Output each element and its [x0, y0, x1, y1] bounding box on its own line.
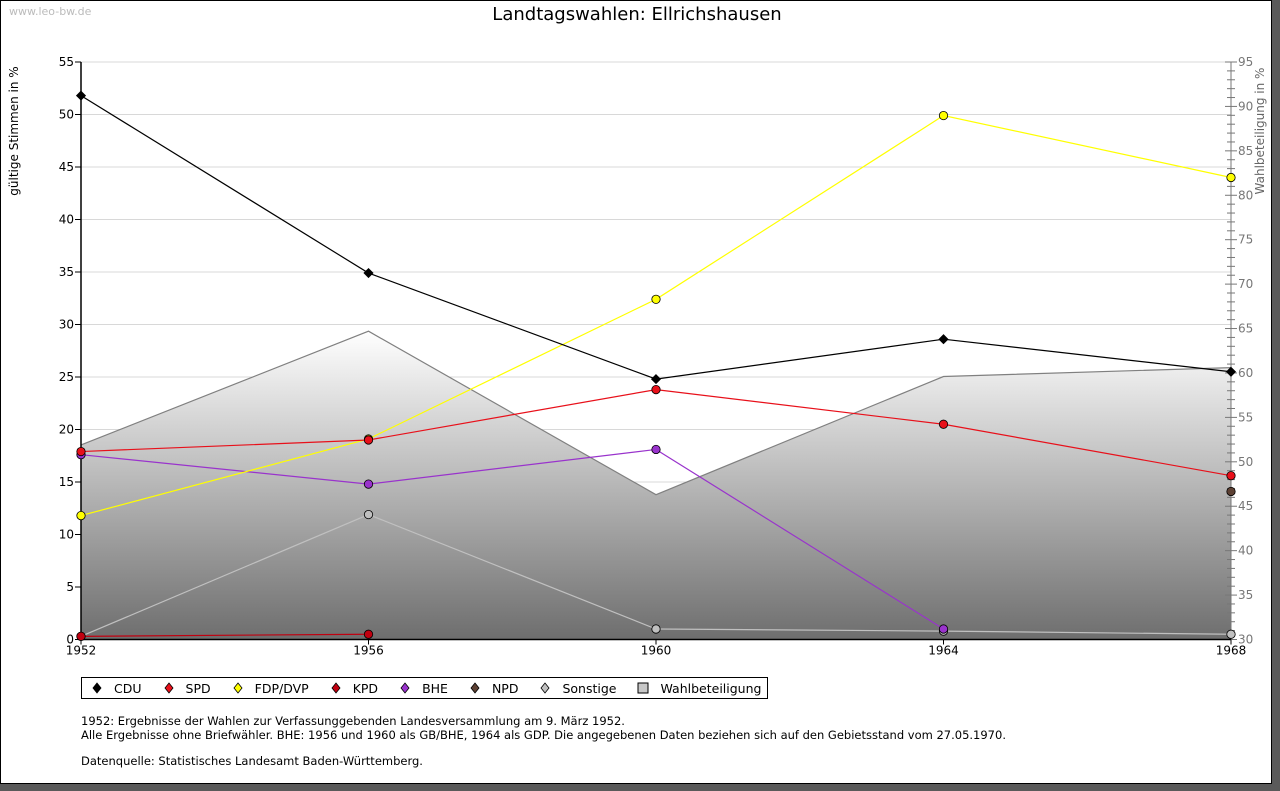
- data-source: Datenquelle: Statistisches Landesamt Bad…: [81, 754, 423, 768]
- x-tick-label: 1968: [1216, 644, 1247, 658]
- y-axis-label-right: Wahlbeteiligung in %: [1253, 67, 1267, 195]
- point-fdp-dvp: [938, 110, 949, 121]
- legend-item-wahlbeteiligung: Wahlbeteiligung: [636, 681, 761, 696]
- legend-label: FDP/DVP: [254, 680, 309, 696]
- point-bhe: [363, 479, 374, 489]
- chart-title: Landtagswahlen: Ellrichshausen: [492, 4, 782, 25]
- line-cdu: [80, 95, 1232, 380]
- turnout-line: [80, 330, 1232, 496]
- point-bhe: [651, 444, 661, 455]
- point-bhe: [938, 624, 949, 634]
- y-tick-label-left: 15: [59, 475, 74, 489]
- point-cdu: [938, 334, 949, 345]
- legend-label: Wahlbeteiligung: [660, 680, 762, 696]
- line-kpd: [80, 633, 369, 637]
- turnout-area: [81, 331, 1231, 640]
- y-tick-label-left: 0: [66, 633, 74, 647]
- legend-diamond-icon: [92, 682, 102, 694]
- legend-label: BHE: [422, 680, 448, 696]
- point-fdp-dvp: [651, 294, 661, 304]
- y-tick-label-right: 95: [1238, 55, 1253, 69]
- y-tick-label-left: 35: [59, 265, 74, 279]
- point-fdp-dvp: [1226, 172, 1236, 183]
- y-tick-label-left: 25: [59, 370, 74, 384]
- y-tick-label-right: 85: [1238, 144, 1253, 158]
- legend-diamond-icon: [164, 682, 174, 694]
- point-spd: [76, 446, 86, 457]
- footnote-general: Alle Ergebnisse ohne Briefwähler. BHE: 1…: [81, 728, 1006, 742]
- point-cdu: [363, 267, 374, 279]
- legend-item-spd: SPD: [162, 681, 211, 696]
- y-tick-label-right: 35: [1238, 588, 1253, 602]
- x-tick-label: 1960: [641, 644, 672, 658]
- legend-diamond-icon: [540, 682, 550, 694]
- legend-item-sonstige: Sonstige: [538, 681, 616, 696]
- legend-label: NPD: [491, 680, 519, 696]
- y-tick-label-right: 55: [1238, 410, 1253, 424]
- turnout-area-layer: [80, 330, 1232, 640]
- y-tick-label-left: 10: [59, 528, 74, 542]
- point-cdu: [75, 90, 87, 101]
- legend-item-kpd: KPD: [329, 681, 378, 696]
- y-tick-label-left: 40: [59, 213, 74, 227]
- point-sonstige: [651, 624, 661, 634]
- legend-label: KPD: [352, 680, 379, 696]
- y-tick-label-right: 50: [1238, 455, 1253, 469]
- point-cdu: [650, 374, 662, 385]
- footnote-1952: 1952: Ergebnisse der Wahlen zur Verfassu…: [81, 714, 625, 728]
- legend-item-fdp-dvp: FDP/DVP: [231, 681, 309, 696]
- y-tick-label-left: 30: [59, 318, 74, 332]
- y-tick-label-right: 60: [1238, 366, 1253, 380]
- point-sonstige: [363, 509, 374, 520]
- series-markers: [75, 90, 1237, 641]
- y-tick-label-left: 5: [66, 580, 74, 594]
- x-tick-label: 1964: [928, 644, 959, 658]
- watermark: www.leo-bw.de: [9, 5, 92, 18]
- point-kpd: [363, 629, 374, 639]
- legend-label: CDU: [114, 680, 142, 696]
- point-npd: [1226, 486, 1236, 497]
- legend-label: SPD: [185, 680, 211, 696]
- point-cdu: [1225, 366, 1237, 377]
- y-tick-label-right: 75: [1238, 233, 1253, 247]
- point-spd: [938, 419, 949, 429]
- y-tick-label-left: 50: [59, 108, 74, 122]
- point-fdp-dvp: [76, 510, 86, 521]
- y-tick-label-left: 55: [59, 55, 74, 69]
- axes: 0 5 10 15 20 25 30 35 40 45 50 55 30 35 40 45 50 55 60 65 70…: [59, 55, 1254, 658]
- y-tick-label-left: 45: [59, 160, 74, 174]
- y-tick-label-right: 80: [1238, 188, 1253, 202]
- legend-item-bhe: BHE: [398, 681, 448, 696]
- line-bhe: [80, 448, 944, 630]
- legend-diamond-icon: [233, 682, 243, 694]
- legend-item-npd: NPD: [468, 680, 519, 696]
- y-tick-label-right: 40: [1238, 544, 1253, 558]
- footnotes: 1952: Ergebnisse der Wahlen zur Verfassu…: [81, 714, 1006, 768]
- y-tick-label-right: 45: [1238, 499, 1253, 513]
- y-tick-label-right: 90: [1238, 99, 1253, 113]
- legend-diamond-icon: [331, 682, 341, 694]
- point-spd: [1226, 471, 1236, 481]
- y-axis-label-left: gültige Stimmen in %: [7, 66, 21, 196]
- legend: CDU SPD FDP/DVP KPD BHE NPD Sonstige Wahlbeteil…: [81, 677, 769, 699]
- point-spd: [363, 435, 374, 445]
- legend-square-icon: [637, 682, 649, 694]
- legend-diamond-icon: [470, 682, 480, 694]
- x-tick-label: 1952: [66, 644, 97, 658]
- legend-label: Sonstige: [562, 680, 617, 696]
- y-tick-label-left: 20: [59, 423, 74, 437]
- legend-diamond-icon: [400, 682, 410, 694]
- y-tick-label-right: 70: [1238, 277, 1253, 291]
- y-tick-label-right: 65: [1238, 322, 1253, 336]
- legend-item-cdu: CDU: [90, 681, 142, 696]
- point-sonstige: [1226, 629, 1236, 639]
- y-tick-label-right: 30: [1238, 633, 1253, 647]
- point-kpd: [76, 631, 86, 641]
- x-tick-label: 1956: [353, 644, 384, 658]
- point-spd: [651, 384, 661, 395]
